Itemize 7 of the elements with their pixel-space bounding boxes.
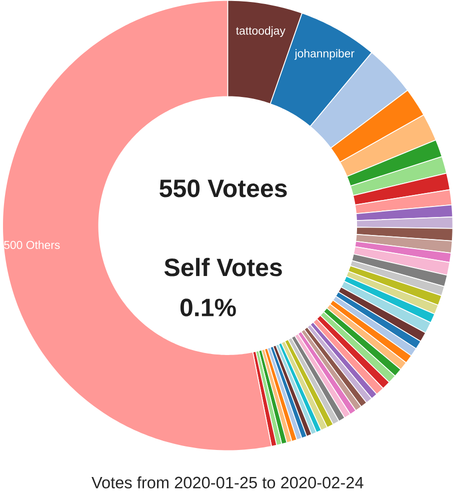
slice-label: johannpiber [294,49,354,60]
slice-label: 500 Others [4,240,60,250]
text: 0.1% [180,298,236,316]
slice-label: tattoodjay [236,26,286,37]
text: 550 Votees [159,180,287,198]
text: Self Votes [164,258,282,276]
text: Votes from 2020-01-25 to 2020-02-24 [91,476,364,488]
